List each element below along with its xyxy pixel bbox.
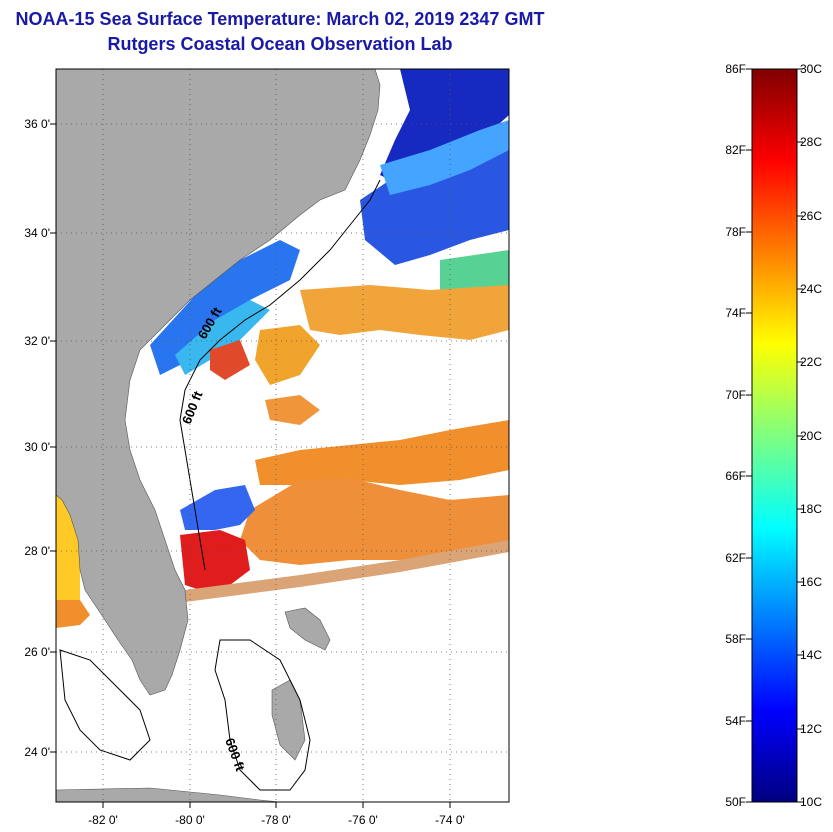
sst-warm-carolina — [300, 285, 509, 340]
lat-label: 36 0' — [24, 117, 50, 131]
sst-hot-florida — [180, 530, 250, 590]
colorbar-f-label: 74F — [725, 306, 746, 320]
sst-warm-patch-3 — [265, 395, 320, 425]
isobath-600ft-shelf — [179, 179, 381, 571]
map-subtitle: Rutgers Coastal Ocean Observation Lab — [107, 34, 453, 54]
colorbar — [751, 68, 798, 803]
sst-warm-patch-1 — [210, 340, 250, 380]
land-bahamas-bottom — [56, 787, 281, 802]
colorbar-f-label: 70F — [725, 388, 746, 402]
land — [56, 69, 381, 802]
lat-label: 24 0' — [24, 745, 50, 759]
map-title: NOAA-15 Sea Surface Temperature: March 0… — [15, 9, 545, 29]
isobath-contours — [59, 179, 381, 791]
colorbar-f-label: 86F — [725, 62, 746, 76]
sst-speckle-band — [185, 540, 509, 602]
lat-label: 26 0' — [24, 645, 50, 659]
colorbar-c-label: 14C — [800, 648, 823, 662]
lat-label: 32 0' — [24, 334, 50, 348]
colorbar-c-label: 20C — [800, 429, 823, 443]
isobath-gulf — [59, 649, 151, 761]
colorbar-c-label: 18C — [800, 502, 823, 516]
lon-label: -76 0' — [348, 813, 378, 827]
lon-label: -78 0' — [261, 813, 291, 827]
colorbar-c-label: 10C — [800, 795, 823, 809]
sst-warm-florida-north — [255, 420, 509, 485]
lon-label: -74 0' — [435, 813, 465, 827]
colorbar-c-label: 12C — [800, 722, 823, 736]
colorbar-c-label: 30C — [800, 62, 823, 76]
colorbar-f-label: 62F — [725, 551, 746, 565]
map-frame — [55, 68, 510, 803]
colorbar-c-label: 16C — [800, 575, 823, 589]
colorbar-f-label: 66F — [725, 469, 746, 483]
lat-label: 28 0' — [24, 544, 50, 558]
colorbar-c-label: 22C — [800, 355, 823, 369]
isobath-bahamas — [214, 639, 311, 791]
lat-label: 34 0' — [24, 226, 50, 240]
colorbar-f-label: 54F — [725, 714, 746, 728]
land-us-mainland — [56, 69, 381, 696]
sst-field — [56, 69, 509, 628]
sst-warm-patch-2 — [255, 325, 320, 385]
land-bahamas-abaco — [284, 607, 331, 651]
axis-ticks — [50, 123, 451, 808]
colorbar-f-label: 58F — [725, 632, 746, 646]
lon-label: -82 0' — [88, 813, 118, 827]
colorbar-c-label: 26C — [800, 209, 823, 223]
colorbar-f-label: 50F — [725, 795, 746, 809]
sst-cyan-band — [380, 120, 509, 195]
sst-blue-florida — [180, 485, 255, 530]
sst-coastal-blue — [150, 240, 300, 375]
lon-label: -80 0' — [175, 813, 205, 827]
graticule — [56, 69, 509, 802]
colorbar-f-label: 78F — [725, 225, 746, 239]
colorbar-c-label: 24C — [800, 282, 823, 296]
sst-gulf-orange — [56, 600, 90, 628]
lat-label: 30 0' — [24, 440, 50, 454]
sst-warm-mid — [240, 478, 509, 565]
colorbar-c-label: 28C — [800, 135, 823, 149]
colorbar-f-label: 82F — [725, 143, 746, 157]
colorbar-ticks — [746, 68, 803, 803]
